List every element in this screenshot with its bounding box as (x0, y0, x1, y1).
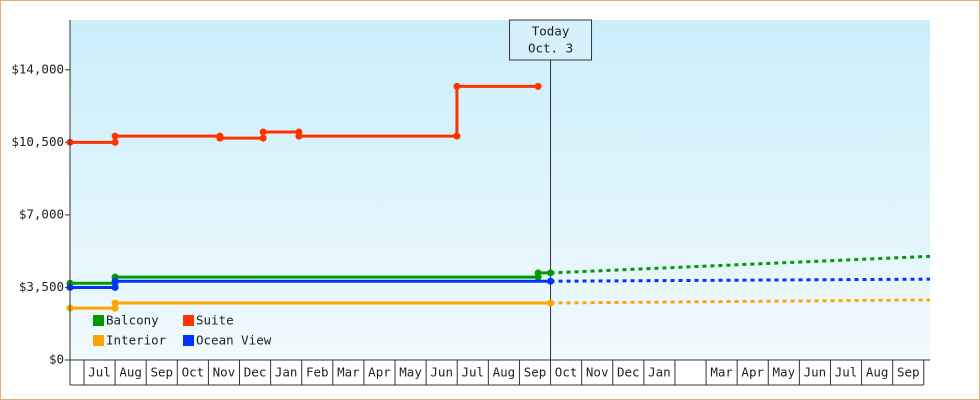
x-tick-label: Jun (430, 365, 453, 380)
x-tick-label: Nov (586, 365, 609, 380)
x-tick-label: Oct (555, 365, 578, 380)
price-point (534, 269, 542, 277)
x-tick-label: Jan (648, 365, 671, 380)
legend-label: Suite (196, 313, 234, 328)
x-tick-label: Jul (835, 365, 858, 380)
x-tick-label: Aug (866, 365, 889, 380)
x-tick-label: May (773, 365, 796, 380)
plot-area (70, 20, 930, 360)
price-point (111, 138, 119, 146)
x-tick-label: Jan (275, 365, 298, 380)
y-tick-label: $14,000 (11, 61, 64, 76)
x-tick-label: Jul (88, 365, 111, 380)
x-tick-label: Aug (493, 365, 516, 380)
price-point (259, 134, 267, 142)
y-tick-label: $7,000 (19, 206, 64, 221)
price-point (295, 132, 303, 140)
price-point (216, 134, 224, 142)
x-tick-label: Nov (213, 365, 236, 380)
price-point (111, 277, 119, 285)
legend-swatch (183, 335, 194, 346)
x-tick-label: Aug (119, 365, 142, 380)
x-tick-label: Jun (804, 365, 827, 380)
y-tick-label: $3,500 (19, 279, 64, 294)
y-tick-label: $0 (49, 352, 64, 367)
x-tick-label: Sep (150, 365, 173, 380)
x-tick-label: Mar (337, 365, 360, 380)
y-tick-label: $10,500 (11, 134, 64, 149)
legend-label: Balcony (106, 313, 159, 328)
legend-swatch (183, 315, 194, 326)
legend-swatch (93, 335, 104, 346)
legend-label: Ocean View (196, 333, 272, 348)
x-tick-label: Jul (461, 365, 484, 380)
legend-swatch (93, 315, 104, 326)
price-point (259, 128, 267, 136)
price-point (111, 283, 119, 291)
legend-label: Interior (106, 333, 167, 348)
x-tick-label: Apr (368, 365, 391, 380)
today-label: Oct. 3 (528, 41, 573, 56)
x-tick-label: Sep (897, 365, 920, 380)
x-tick-label: Apr (741, 365, 764, 380)
x-tick-label: May (399, 365, 422, 380)
x-tick-label: Dec (617, 365, 640, 380)
today-label: Today (532, 24, 570, 39)
price-point (111, 299, 119, 307)
price-point (453, 132, 461, 140)
x-tick-label: Feb (306, 365, 329, 380)
price-point (111, 304, 119, 312)
x-tick-label: Dec (244, 365, 267, 380)
x-tick-label: Mar (710, 365, 733, 380)
price-point (111, 132, 119, 140)
price-point (534, 82, 542, 90)
price-point (453, 82, 461, 90)
x-tick-label: Sep (524, 365, 547, 380)
today-box (509, 19, 593, 61)
x-tick-label: Oct (182, 365, 205, 380)
